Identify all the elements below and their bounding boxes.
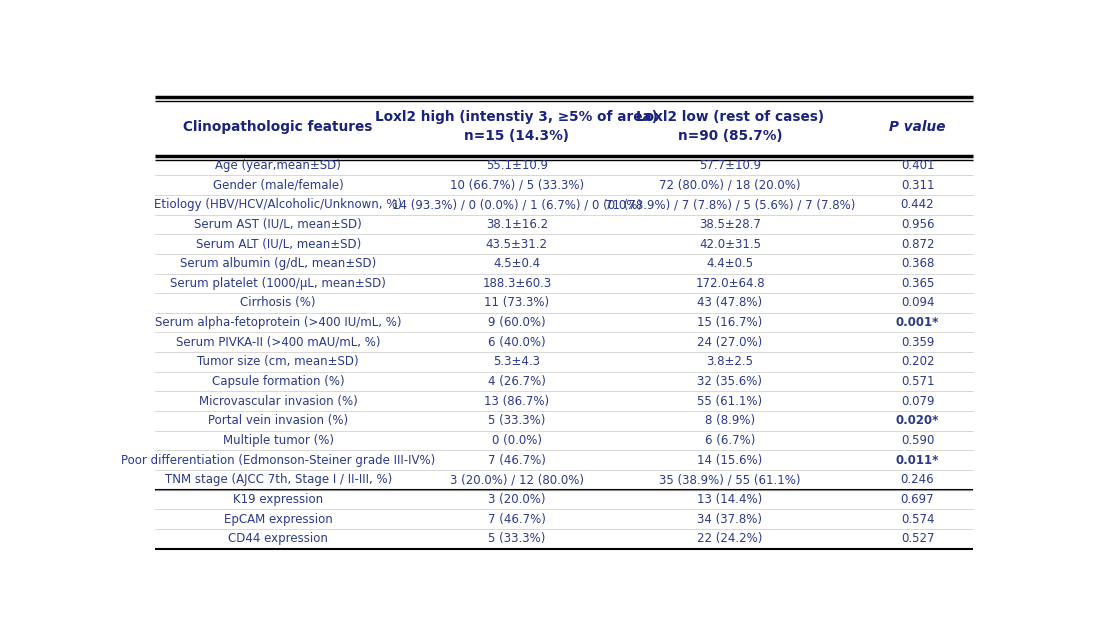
Text: Serum AST (IU/L, mean±SD): Serum AST (IU/L, mean±SD) (195, 218, 362, 231)
Text: 6 (40.0%): 6 (40.0%) (488, 336, 546, 349)
Text: K19 expression: K19 expression (233, 493, 323, 506)
Text: 4 (26.7%): 4 (26.7%) (488, 375, 546, 388)
Text: Clinopathologic features: Clinopathologic features (184, 120, 373, 134)
Text: 5 (33.3%): 5 (33.3%) (488, 415, 546, 427)
Text: 0 (0.0%): 0 (0.0%) (492, 434, 542, 447)
Text: Portal vein invasion (%): Portal vein invasion (%) (208, 415, 349, 427)
Text: 0.311: 0.311 (901, 179, 934, 192)
Text: 71 (78.9%) / 7 (7.8%) / 5 (5.6%) / 7 (7.8%): 71 (78.9%) / 7 (7.8%) / 5 (5.6%) / 7 (7.… (605, 198, 855, 211)
Text: 3.8±2.5: 3.8±2.5 (706, 355, 754, 369)
Text: 13 (86.7%): 13 (86.7%) (484, 395, 549, 408)
Text: 14 (93.3%) / 0 (0.0%) / 1 (6.7%) / 0 (0.0%): 14 (93.3%) / 0 (0.0%) / 1 (6.7%) / 0 (0.… (392, 198, 642, 211)
Text: 13 (14.4%): 13 (14.4%) (697, 493, 762, 506)
Text: 0.956: 0.956 (901, 218, 934, 231)
Text: 3 (20.0%): 3 (20.0%) (488, 493, 546, 506)
Text: 0.368: 0.368 (901, 257, 934, 270)
Text: Etiology (HBV/HCV/Alcoholic/Unknown, %): Etiology (HBV/HCV/Alcoholic/Unknown, %) (154, 198, 403, 211)
Text: 0.094: 0.094 (901, 297, 934, 309)
Text: 3 (20.0%) / 12 (80.0%): 3 (20.0%) / 12 (80.0%) (450, 473, 584, 486)
Text: 0.359: 0.359 (901, 336, 934, 349)
Text: Serum platelet (1000/μL, mean±SD): Serum platelet (1000/μL, mean±SD) (170, 277, 386, 290)
Text: 0.001*: 0.001* (895, 316, 939, 329)
Text: 0.202: 0.202 (901, 355, 934, 369)
Text: 188.3±60.3: 188.3±60.3 (482, 277, 551, 290)
Text: 172.0±64.8: 172.0±64.8 (695, 277, 764, 290)
Text: 0.365: 0.365 (901, 277, 934, 290)
Text: Loxl2 high (intenstiy 3, ≥5% of area)
n=15 (14.3%): Loxl2 high (intenstiy 3, ≥5% of area) n=… (375, 110, 658, 143)
Text: 0.574: 0.574 (901, 513, 934, 525)
Text: 7 (46.7%): 7 (46.7%) (488, 513, 546, 525)
Text: 72 (80.0%) / 18 (20.0%): 72 (80.0%) / 18 (20.0%) (659, 179, 801, 192)
Text: 5.3±4.3: 5.3±4.3 (494, 355, 540, 369)
Text: Capsule formation (%): Capsule formation (%) (212, 375, 344, 388)
Text: 22 (24.2%): 22 (24.2%) (697, 532, 762, 545)
Text: 7 (46.7%): 7 (46.7%) (488, 454, 546, 467)
Text: TNM stage (AJCC 7th, Stage I / II-III, %): TNM stage (AJCC 7th, Stage I / II-III, %… (165, 473, 392, 486)
Text: Tumor size (cm, mean±SD): Tumor size (cm, mean±SD) (197, 355, 359, 369)
Text: 4.5±0.4: 4.5±0.4 (493, 257, 540, 270)
Text: 8 (8.9%): 8 (8.9%) (705, 415, 755, 427)
Text: 38.1±16.2: 38.1±16.2 (486, 218, 548, 231)
Text: P value: P value (889, 120, 946, 134)
Text: 57.7±10.9: 57.7±10.9 (698, 159, 761, 172)
Text: 0.571: 0.571 (901, 375, 934, 388)
Text: 43.5±31.2: 43.5±31.2 (486, 238, 548, 251)
Text: 0.590: 0.590 (901, 434, 934, 447)
Text: 0.872: 0.872 (901, 238, 934, 251)
Text: 11 (73.3%): 11 (73.3%) (484, 297, 549, 309)
Text: 0.527: 0.527 (901, 532, 934, 545)
Text: 5 (33.3%): 5 (33.3%) (488, 532, 546, 545)
Text: 55 (61.1%): 55 (61.1%) (697, 395, 762, 408)
Text: 34 (37.8%): 34 (37.8%) (697, 513, 762, 525)
Text: 0.401: 0.401 (901, 159, 934, 172)
Text: 0.011*: 0.011* (895, 454, 939, 467)
Text: 43 (47.8%): 43 (47.8%) (697, 297, 762, 309)
Text: 15 (16.7%): 15 (16.7%) (697, 316, 762, 329)
Text: Serum albumin (g/dL, mean±SD): Serum albumin (g/dL, mean±SD) (180, 257, 376, 270)
Text: 10 (66.7%) / 5 (33.3%): 10 (66.7%) / 5 (33.3%) (450, 179, 584, 192)
Text: CD44 expression: CD44 expression (228, 532, 328, 545)
Text: Gender (male/female): Gender (male/female) (212, 179, 343, 192)
Text: 0.697: 0.697 (901, 493, 934, 506)
Text: 0.246: 0.246 (901, 473, 934, 486)
Text: EpCAM expression: EpCAM expression (223, 513, 332, 525)
Text: 42.0±31.5: 42.0±31.5 (698, 238, 761, 251)
Text: 6 (6.7%): 6 (6.7%) (705, 434, 756, 447)
Text: 14 (15.6%): 14 (15.6%) (697, 454, 762, 467)
Text: 35 (38.9%) / 55 (61.1%): 35 (38.9%) / 55 (61.1%) (659, 473, 801, 486)
Text: Multiple tumor (%): Multiple tumor (%) (222, 434, 333, 447)
Text: 0.020*: 0.020* (895, 415, 939, 427)
Text: 0.079: 0.079 (901, 395, 934, 408)
Text: Serum alpha-fetoprotein (>400 IU/mL, %): Serum alpha-fetoprotein (>400 IU/mL, %) (155, 316, 402, 329)
Text: 4.4±0.5: 4.4±0.5 (706, 257, 754, 270)
Text: Serum PIVKA-II (>400 mAU/mL, %): Serum PIVKA-II (>400 mAU/mL, %) (176, 336, 381, 349)
Text: Loxl2 low (rest of cases)
n=90 (85.7%): Loxl2 low (rest of cases) n=90 (85.7%) (636, 110, 824, 143)
Text: Poor differentiation (Edmonson-Steiner grade III-IV%): Poor differentiation (Edmonson-Steiner g… (121, 454, 436, 467)
Text: 24 (27.0%): 24 (27.0%) (697, 336, 762, 349)
Text: Microvascular invasion (%): Microvascular invasion (%) (199, 395, 358, 408)
Text: Age (year,mean±SD): Age (year,mean±SD) (216, 159, 341, 172)
Text: 9 (60.0%): 9 (60.0%) (488, 316, 546, 329)
Text: 55.1±10.9: 55.1±10.9 (486, 159, 548, 172)
Text: 0.442: 0.442 (901, 198, 934, 211)
Text: 38.5±28.7: 38.5±28.7 (700, 218, 761, 231)
Text: Cirrhosis (%): Cirrhosis (%) (241, 297, 316, 309)
Text: 32 (35.6%): 32 (35.6%) (697, 375, 762, 388)
Text: Serum ALT (IU/L, mean±SD): Serum ALT (IU/L, mean±SD) (196, 238, 361, 251)
